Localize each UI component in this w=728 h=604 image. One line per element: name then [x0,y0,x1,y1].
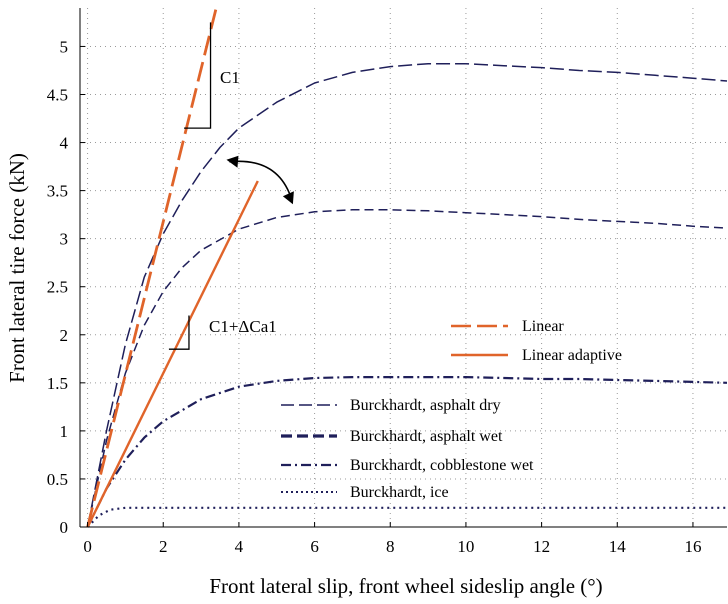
x-ticks: 0 2 4 6 8 10 12 14 16 [83,522,701,556]
arrowhead-start [226,155,239,168]
series-layer [86,7,728,528]
x-tick-label: 12 [533,537,550,556]
legend-label-cobblestone-wet: Burckhardt, cobblestone wet [350,457,534,474]
x-axis-label: Front lateral slip, front wheel sideslip… [209,574,602,598]
grid [80,8,727,528]
legend-label-asphalt-dry: Burckhardt, asphalt dry [350,397,501,414]
y-tick-label: 2.5 [47,278,68,297]
x-tick-label: 10 [457,537,474,556]
curved-arrow [229,160,293,201]
arrowhead-end [282,191,294,205]
y-tick-label: 3.5 [47,182,68,201]
axes [79,8,727,528]
x-tick-label: 16 [684,537,701,556]
x-tick-label: 6 [310,537,319,556]
series-line-burckhardt-cobblestone-wet [86,376,728,528]
y-tick-label: 0 [60,518,69,537]
series-line-linear-adaptive [86,180,259,528]
y-tick-label: 0.5 [47,470,68,489]
annotation-layer [168,22,294,350]
x-tick-label: 2 [159,537,168,556]
series-line-burckhardt-asphalt-wet [86,209,728,528]
legend: Linear Linear adaptive Burckhardt, aspha… [281,318,622,501]
x-tick-label: 4 [235,537,244,556]
slope-bracket-c1-delta [168,315,190,350]
x-tick-label: 14 [609,537,627,556]
legend-label-ice: Burckhardt, ice [350,484,449,501]
annotation-c1: C1 [220,68,240,87]
x-tick-label: 8 [386,537,395,556]
y-tick-label: 3 [60,230,69,249]
y-tick-label: 1.5 [47,374,68,393]
y-ticks: 0 0.5 1 1.5 2 2.5 3 3.5 4 4.5 5 [47,37,85,537]
y-tick-label: 2 [60,326,69,345]
x-tick-label: 0 [83,537,92,556]
series-line-linear [86,7,218,528]
legend-label-asphalt-wet: Burckhardt, asphalt wet [350,428,503,445]
y-tick-label: 1 [60,422,69,441]
legend-label-linear-adaptive: Linear adaptive [522,347,622,364]
slope-bracket-c1 [184,22,212,129]
legend-label-linear: Linear [522,318,564,335]
y-tick-label: 4 [60,134,69,153]
y-tick-label: 4.5 [47,86,68,105]
y-axis-label: Front lateral tire force (kN) [5,153,29,383]
series-line-burckhardt-ice [86,506,727,528]
y-tick-label: 5 [60,37,69,56]
annotation-c1-delta: C1+ΔCa1 [209,317,277,336]
